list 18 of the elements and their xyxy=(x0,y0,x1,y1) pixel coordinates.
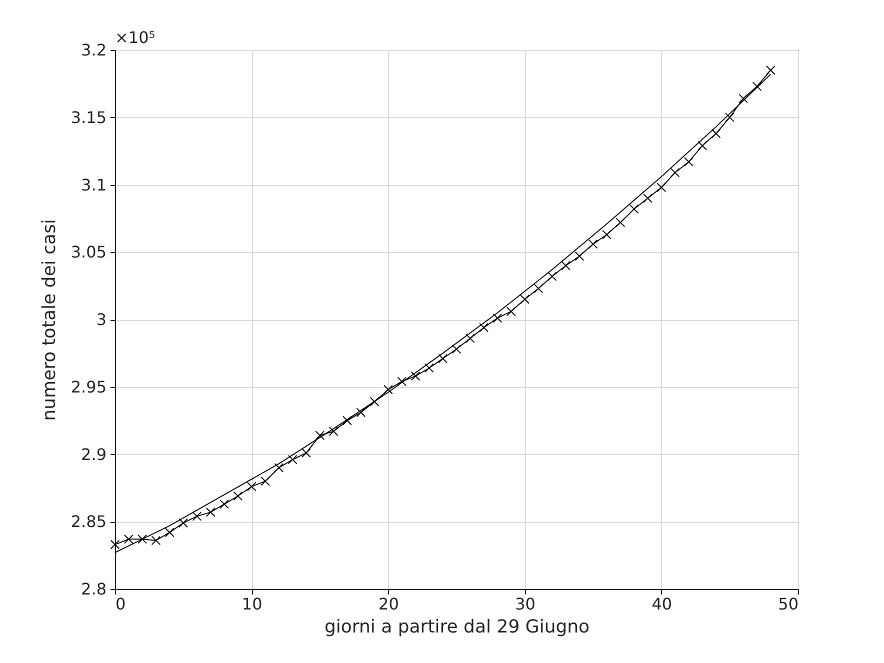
y-tick-label: 3 xyxy=(96,310,106,329)
text: ×10⁵ xyxy=(115,28,156,47)
y-tick-label: 3.15 xyxy=(70,108,106,127)
y-tick-label: 2.95 xyxy=(70,377,106,396)
x-tick-label: 40 xyxy=(652,594,672,614)
y-tick-label: 2.85 xyxy=(70,512,106,532)
x-tick-label: 50 xyxy=(778,594,798,614)
y-tick-label: 3.1 xyxy=(81,175,106,194)
x-tick-label: 0 xyxy=(116,594,126,614)
y-tick-label: 3.2 xyxy=(81,40,106,60)
y-tick-label: 2.9 xyxy=(81,444,106,464)
y-axis-title: numero totale dei casi xyxy=(38,219,60,421)
y-tick-label: 3.05 xyxy=(70,242,106,262)
x-tick-label: 20 xyxy=(378,594,399,614)
x-axis-title: giorni a partire dal 29 Giugno xyxy=(324,616,590,638)
x-tick-label: 30 xyxy=(515,594,536,614)
y-tick-label: 2.8 xyxy=(81,580,106,598)
x-tick-label: 10 xyxy=(242,594,262,614)
